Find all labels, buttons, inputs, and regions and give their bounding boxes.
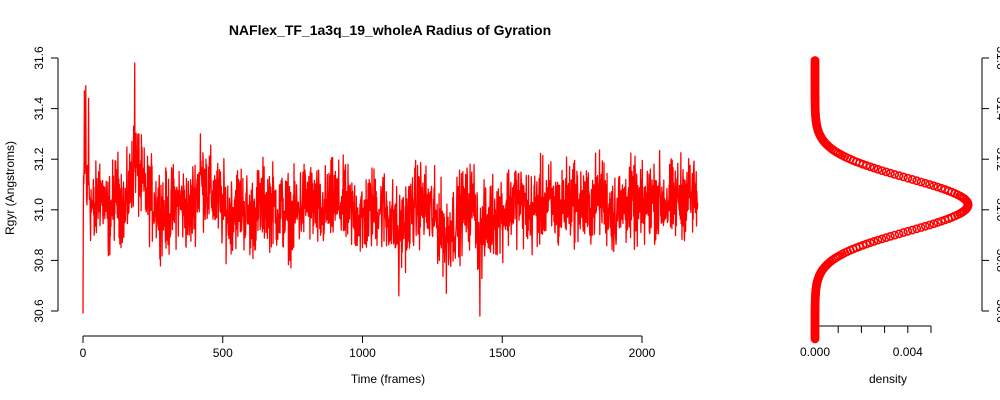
density-points [810,56,973,344]
y-axis-label: Rgyr (Angstroms) [3,141,17,235]
density-point [912,224,922,234]
density-point [920,221,930,231]
y-tick-label: 30.8 [32,248,46,272]
x-tick-label: 0 [80,346,87,360]
chart-title: NAFlex_TF_1a3q_19_wholeA Radius of Gyrat… [229,22,551,38]
density-point [916,223,926,232]
density-point [881,233,891,243]
density-y-tick-label: 30.6 [994,299,1000,323]
density-point [925,220,934,230]
density-point [920,178,930,188]
rgyr-series-line [82,62,699,317]
density-point [877,234,887,244]
density-point [873,164,883,174]
density-point [885,231,895,241]
density-y-tick-label: 31.6 [994,46,1000,70]
x-tick-label: 1000 [349,346,376,360]
x-tick-label: 500 [213,346,233,360]
density-x-ticks: 0.000 0.004 [800,326,932,359]
y-tick-label: 31.4 [32,97,46,121]
y-tick-label: 31.0 [32,198,46,222]
density-point [937,183,946,193]
density-x-tick-label: 0.000 [800,345,830,359]
y-tick-label: 31.2 [32,147,46,171]
density-axis-label: density [869,372,907,386]
main-x-ticks: 0 500 1000 1500 2000 [80,336,656,360]
density-point [933,218,943,227]
density-point [890,169,900,179]
density-point [899,172,908,182]
density-point [810,56,820,65]
density-y-tick-label: 31.0 [994,198,1000,222]
density-point [903,173,913,183]
density-point [929,219,939,229]
density-point [869,237,879,246]
x-axis-label: Time (frames) [351,372,425,386]
density-point [933,182,943,192]
y-tick-label: 31.6 [32,46,46,70]
density-point [873,235,883,245]
density-point [869,163,879,173]
density-point [916,177,926,187]
density-point [877,166,887,175]
density-point [907,225,917,235]
density-point [903,226,913,236]
y-tick-label: 30.6 [32,299,46,323]
density-point [907,175,917,184]
density-y-tick-label: 31.2 [994,148,1000,172]
main-y-ticks: 30.6 30.8 31.0 31.2 31.4 31.6 [32,46,58,323]
density-x-tick-label: 0.004 [893,345,923,359]
density-point [885,168,895,178]
x-tick-label: 1500 [489,346,516,360]
x-tick-label: 2000 [629,346,656,360]
density-point [912,176,922,186]
density-point [899,228,908,237]
density-point [894,171,904,181]
density-point [894,229,904,239]
density-point [881,167,891,177]
density-y-tick-label: 31.4 [994,97,1000,121]
density-point [890,230,900,240]
density-point [865,238,875,248]
density-y-tick-label: 30.8 [994,249,1000,273]
density-point [929,181,939,191]
density-y-ticks: 30.6 30.8 31.0 31.2 31.4 31.6 [982,46,1000,323]
density-point [925,180,934,189]
